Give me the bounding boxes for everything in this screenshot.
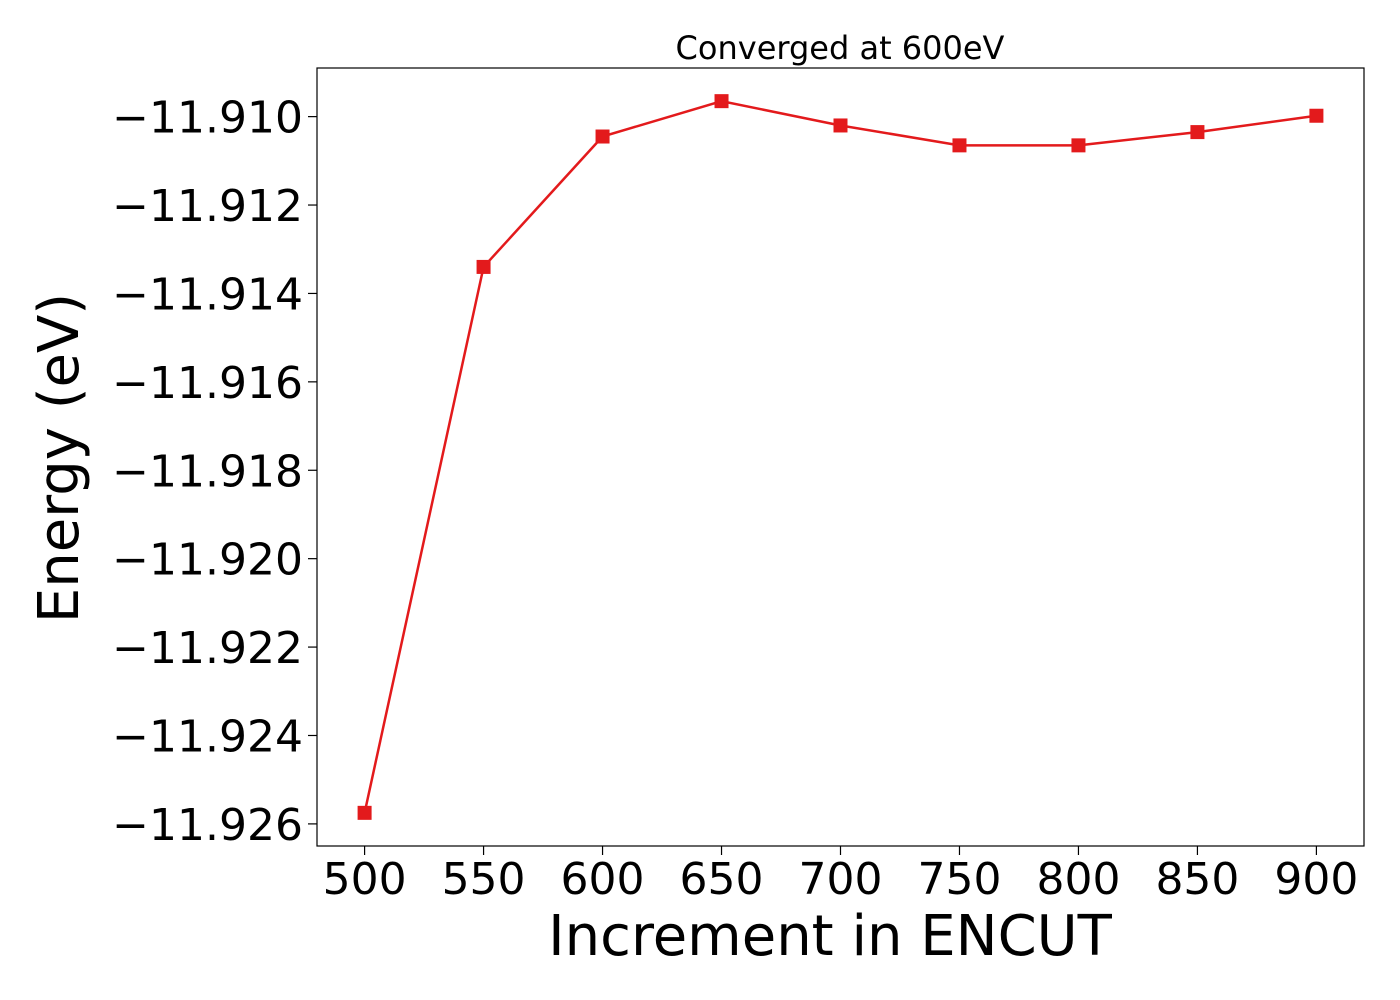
- data-point-marker: [714, 94, 729, 109]
- x-tick-label: 600: [561, 854, 645, 905]
- y-tick-label: −11.912: [112, 181, 303, 232]
- x-tick-label: 500: [323, 854, 407, 905]
- data-point-marker: [1190, 125, 1205, 140]
- x-axis-label: Increment in ENCUT: [548, 904, 1113, 969]
- y-axis-label: Energy (eV): [27, 293, 92, 623]
- x-tick-label: 700: [799, 854, 883, 905]
- y-tick-label: −11.920: [112, 535, 303, 586]
- data-point-marker: [952, 138, 967, 153]
- y-tick-label: −11.918: [112, 446, 303, 497]
- data-point-marker: [833, 118, 848, 133]
- y-tick-label: −11.926: [112, 800, 303, 851]
- x-tick-label: 650: [680, 854, 764, 905]
- chart-title: Converged at 600eV: [676, 29, 1005, 67]
- y-tick-label: −11.910: [112, 93, 303, 144]
- data-point-marker: [595, 129, 610, 144]
- plot-frame: [316, 67, 1365, 847]
- data-point-marker: [1309, 108, 1324, 123]
- x-tick-label: 550: [442, 854, 526, 905]
- x-tick-label: 750: [917, 854, 1001, 905]
- y-tick-label: −11.922: [112, 623, 303, 674]
- series-line: [363, 99, 1317, 814]
- data-point-marker: [1071, 138, 1086, 153]
- x-tick-label: 900: [1274, 854, 1358, 905]
- data-point-marker: [357, 805, 372, 820]
- y-tick-label: −11.916: [112, 358, 303, 409]
- y-tick-label: −11.914: [112, 269, 303, 320]
- x-tick-label: 800: [1036, 854, 1120, 905]
- x-tick-label: 850: [1155, 854, 1239, 905]
- y-tick-label: −11.924: [112, 711, 303, 762]
- data-point-marker: [476, 259, 491, 274]
